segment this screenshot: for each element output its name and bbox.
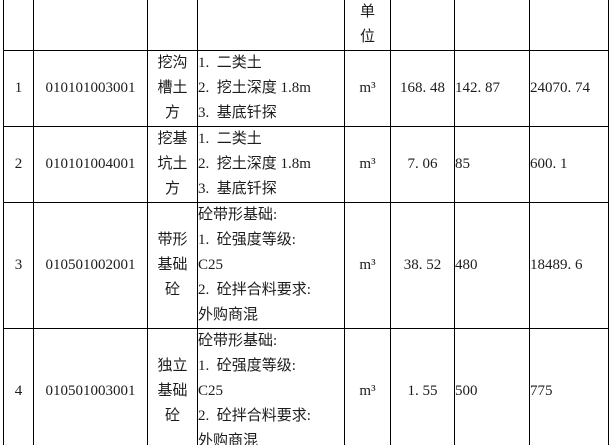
cell-description: 砼带形基础: 1. 砼强度等级: C25 2. 砼拌合料要求: 外购商混	[197, 202, 345, 329]
header-code	[33, 0, 148, 51]
cell-amount: 24070. 74	[529, 50, 609, 127]
header-unit: 单 位	[344, 0, 391, 51]
cell-quantity: 168. 48	[390, 50, 455, 127]
header-quantity	[390, 0, 455, 51]
cell-name: 挖沟 槽土 方	[147, 50, 198, 127]
cell-code: 010501003001	[33, 328, 148, 445]
cell-name: 带形 基础 砼	[147, 202, 198, 329]
cell-description: 1. 二类土 2. 挖土深度 1.8m 3. 基底钎探	[197, 126, 345, 203]
cell-unit-price: 142. 87	[454, 50, 530, 127]
cell-unit: m³	[344, 328, 391, 445]
cell-unit: m³	[344, 126, 391, 203]
cell-amount: 600. 1	[529, 126, 609, 203]
cell-description: 砼带形基础: 1. 砼强度等级: C25 2. 砼拌合料要求: 外购商混	[197, 328, 345, 445]
cell-unit: m³	[344, 50, 391, 127]
cell-unit-price: 480	[454, 202, 530, 329]
header-unit-price	[454, 0, 530, 51]
cell-name: 独立 基础 砼	[147, 328, 198, 445]
cell-description: 1. 二类土 2. 挖土深度 1.8m 3. 基底钎探	[197, 50, 345, 127]
cell-unit: m³	[344, 202, 391, 329]
cell-name: 挖基 坑土 方	[147, 126, 198, 203]
cell-quantity: 7. 06	[390, 126, 455, 203]
header-row: 单 位	[3, 0, 609, 51]
cell-amount: 775	[529, 328, 609, 445]
table-row: 1 010101003001 挖沟 槽土 方 1. 二类土 2. 挖土深度 1.…	[3, 50, 609, 127]
bill-of-quantities-table: 单 位 1 010101003001 挖沟 槽土 方 1. 二类土 2. 挖土深…	[3, 0, 609, 445]
cell-unit-price: 85	[454, 126, 530, 203]
table-row: 3 010501002001 带形 基础 砼 砼带形基础: 1. 砼强度等级: …	[3, 202, 609, 329]
table-row: 2 010101004001 挖基 坑土 方 1. 二类土 2. 挖土深度 1.…	[3, 126, 609, 203]
cell-seq: 4	[3, 328, 34, 445]
cell-unit-price: 500	[454, 328, 530, 445]
cell-seq: 1	[3, 50, 34, 127]
header-seq	[3, 0, 34, 51]
cell-code: 010501002001	[33, 202, 148, 329]
cell-code: 010101003001	[33, 50, 148, 127]
header-description	[197, 0, 345, 51]
cell-quantity: 38. 52	[390, 202, 455, 329]
cell-quantity: 1. 55	[390, 328, 455, 445]
table-row: 4 010501003001 独立 基础 砼 砼带形基础: 1. 砼强度等级: …	[3, 328, 609, 445]
cell-seq: 3	[3, 202, 34, 329]
cell-seq: 2	[3, 126, 34, 203]
header-name	[147, 0, 198, 51]
cell-amount: 18489. 6	[529, 202, 609, 329]
header-amount	[529, 0, 609, 51]
cell-code: 010101004001	[33, 126, 148, 203]
